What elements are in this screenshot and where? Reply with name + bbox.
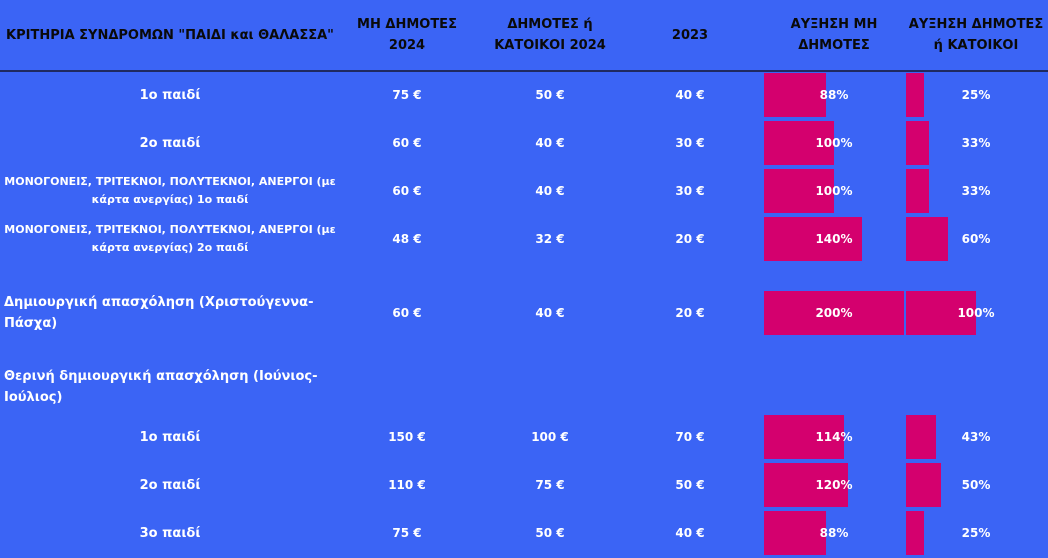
increase-non-residents-label: 88% — [819, 526, 849, 540]
table-row: 1ο παιδί 75 € 50 € 40 € 88% 25% — [0, 72, 1048, 118]
increase-non-residents-label: 200% — [815, 306, 853, 320]
header-residents-2024: ΔΗΜΟΤΕΣ ή ΚΑΤΟΙΚΟΙ 2024 — [494, 17, 606, 53]
table-row: Θερινή δημιουργική απασχόληση (Ιούνιος-Ι… — [0, 362, 1048, 412]
residents-price: 75 € — [535, 478, 565, 492]
increase-residents-label: 43% — [961, 430, 991, 444]
residents-price: 40 € — [535, 184, 565, 198]
row-label: Δημιουργική απασχόληση (Χριστούγεννα-Πάσ… — [4, 295, 314, 331]
increase-non-residents-bar — [764, 511, 826, 555]
increase-residents-label: 25% — [961, 526, 991, 540]
residents-price: 100 € — [531, 430, 569, 444]
row-label: ΜΟΝΟΓΟΝΕΙΣ, ΤΡΙΤΕΚΝΟΙ, ΠΟΛΥΤΕΚΝΟΙ, ΑΝΕΡΓ… — [4, 223, 336, 254]
increase-non-residents-label: 140% — [815, 232, 853, 246]
non-residents-price: 60 € — [392, 306, 422, 320]
increase-non-residents-label: 88% — [819, 88, 849, 102]
increase-residents-bar — [906, 463, 941, 507]
header-increase-non-residents: ΑΥΞΗΣΗ ΜΗ ΔΗΜΟΤΕΣ — [790, 17, 878, 53]
increase-non-residents-label: 114% — [815, 430, 853, 444]
price-2023: 40 € — [675, 526, 705, 540]
increase-non-residents-bar — [764, 217, 862, 261]
header-divider — [0, 70, 1048, 72]
price-2023: 70 € — [675, 430, 705, 444]
residents-price: 50 € — [535, 88, 565, 102]
increase-non-residents-label: 100% — [815, 184, 853, 198]
non-residents-price: 75 € — [392, 88, 422, 102]
increase-residents-bar — [906, 121, 929, 165]
increase-non-residents-bar — [764, 169, 834, 213]
increase-residents-bar — [906, 511, 924, 555]
table-row: 3ο παιδί 75 € 50 € 40 € 88% 25% — [0, 510, 1048, 556]
non-residents-price: 60 € — [392, 136, 422, 150]
increase-residents-label: 60% — [961, 232, 991, 246]
increase-non-residents-bar — [764, 73, 826, 117]
row-label: 2ο παιδί — [139, 135, 201, 151]
increase-residents-label: 100% — [957, 306, 995, 320]
non-residents-price: 110 € — [388, 478, 426, 492]
residents-price: 40 € — [535, 306, 565, 320]
table-row: ΜΟΝΟΓΟΝΕΙΣ, ΤΡΙΤΕΚΝΟΙ, ΠΟΛΥΤΕΚΝΟΙ, ΑΝΕΡΓ… — [0, 216, 1048, 262]
row-label: 2ο παιδί — [139, 477, 201, 493]
residents-price: 40 € — [535, 136, 565, 150]
header-2023: 2023 — [671, 27, 709, 43]
table-row: 1ο παιδί 150 € 100 € 70 € 114% 43% — [0, 414, 1048, 460]
price-2023: 20 € — [675, 306, 705, 320]
increase-non-residents-bar — [764, 463, 848, 507]
table-row: 2ο παιδί 60 € 40 € 30 € 100% 33% — [0, 120, 1048, 166]
residents-price: 32 € — [535, 232, 565, 246]
non-residents-price: 60 € — [392, 184, 422, 198]
price-2023: 20 € — [675, 232, 705, 246]
increase-residents-bar — [906, 169, 929, 213]
non-residents-price: 75 € — [392, 526, 422, 540]
row-label: 1ο παιδί — [139, 87, 201, 103]
price-2023: 50 € — [675, 478, 705, 492]
increase-residents-bar — [906, 73, 924, 117]
increase-non-residents-bar — [764, 291, 904, 335]
increase-residents-label: 50% — [961, 478, 991, 492]
increase-residents-bar — [906, 217, 948, 261]
table-row: ΜΟΝΟΓΟΝΕΙΣ, ΤΡΙΤΕΚΝΟΙ, ΠΟΛΥΤΕΚΝΟΙ, ΑΝΕΡΓ… — [0, 168, 1048, 214]
row-label: ΜΟΝΟΓΟΝΕΙΣ, ΤΡΙΤΕΚΝΟΙ, ΠΟΛΥΤΕΚΝΟΙ, ΑΝΕΡΓ… — [4, 175, 336, 206]
residents-price: 50 € — [535, 526, 565, 540]
row-label: 1ο παιδί — [139, 429, 201, 445]
increase-residents-bar — [906, 291, 976, 335]
header-increase-residents: ΑΥΞΗΣΗ ΔΗΜΟΤΕΣ ή ΚΑΤΟΙΚΟΙ — [908, 17, 1044, 53]
header-criteria: ΚΡΙΤΗΡΙΑ ΣΥΝΔΡΟΜΩΝ "ΠΑΙΔΙ και ΘΑΛΑΣΣΑ" — [6, 27, 334, 43]
header-non-residents-2024: ΜΗ ΔΗΜΟΤΕΣ 2024 — [357, 17, 457, 53]
increase-non-residents-bar — [764, 415, 844, 459]
increase-residents-label: 33% — [961, 184, 991, 198]
increase-non-residents-label: 100% — [815, 136, 853, 150]
increase-residents-label: 25% — [961, 88, 991, 102]
row-label: 3ο παιδί — [139, 525, 201, 541]
non-residents-price: 48 € — [392, 232, 422, 246]
increase-non-residents-bar — [764, 121, 834, 165]
price-2023: 30 € — [675, 136, 705, 150]
price-2023: 30 € — [675, 184, 705, 198]
increase-residents-bar — [906, 415, 936, 459]
increase-residents-label: 33% — [961, 136, 991, 150]
non-residents-price: 150 € — [388, 430, 426, 444]
row-label: Θερινή δημιουργική απασχόληση (Ιούνιος-Ι… — [4, 369, 318, 405]
price-2023: 40 € — [675, 88, 705, 102]
increase-non-residents-label: 120% — [815, 478, 853, 492]
table-row: Δημιουργική απασχόληση (Χριστούγεννα-Πάσ… — [0, 290, 1048, 336]
table-row: 2ο παιδί 110 € 75 € 50 € 120% 50% — [0, 462, 1048, 508]
